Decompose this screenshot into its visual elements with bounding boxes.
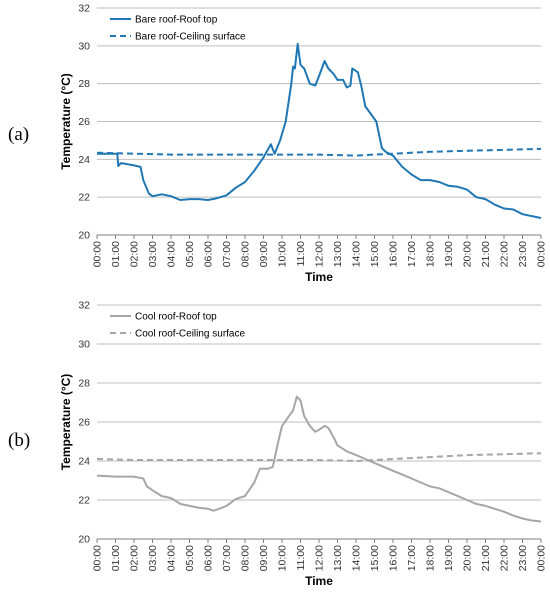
x-tick-label: 21:00: [480, 241, 492, 267]
x-tick-label: 18:00: [425, 241, 437, 267]
x-tick-label: 18:00: [425, 545, 437, 571]
x-tick-label: 04:00: [166, 545, 178, 571]
x-tick-label: 01:00: [110, 545, 122, 571]
x-tick-label: 21:00: [480, 545, 492, 571]
y-axis-title: Temperature (°C): [59, 374, 73, 471]
y-tick-label: 24: [78, 154, 90, 166]
x-axis-title: Time: [305, 574, 333, 588]
x-tick-label: 13:00: [332, 545, 344, 571]
y-tick-label: 20: [78, 230, 90, 242]
x-tick-label: 02:00: [129, 241, 141, 267]
chart-panel-a: (a) 20 22 24 26 28 30 32 00:00 01:00 02:00 03:00 04:…: [8, 3, 548, 285]
x-tick-label: 20:00: [462, 241, 474, 267]
x-tick-label: 17:00: [406, 545, 418, 571]
x-tick-label: 05:00: [184, 241, 196, 267]
x-tick-label: 22:00: [499, 545, 511, 571]
y-tick-label: 30: [78, 40, 90, 52]
x-tick-label: 20:00: [462, 545, 474, 571]
y-tick-label: 26: [78, 116, 90, 128]
x-tick-label: 12:00: [314, 241, 326, 267]
x-tick-label: 00:00: [92, 545, 104, 571]
x-tick-label: 12:00: [314, 545, 326, 571]
x-tick-label: 19:00: [443, 241, 455, 267]
x-tick-label: 11:00: [295, 545, 307, 571]
x-tick-label: 06:00: [203, 241, 215, 267]
x-tick-label: 10:00: [277, 241, 289, 267]
legend-label: Bare roof-Ceiling surface: [135, 32, 246, 43]
x-tick-label: 02:00: [129, 545, 141, 571]
x-tick-label: 07:00: [221, 241, 233, 267]
panel-label: (b): [8, 430, 30, 451]
series-line-2: [96, 147, 542, 157]
x-tick-label: 16:00: [388, 545, 400, 571]
x-tick-label: 15:00: [369, 545, 381, 571]
x-tick-label: 13:00: [332, 241, 344, 267]
x-tick-label: 05:00: [184, 545, 196, 571]
y-tick-label: 20: [78, 534, 90, 546]
x-tick-label: 11:00: [295, 241, 307, 267]
y-tick-label: 30: [78, 339, 90, 351]
x-tick-label: 23:00: [517, 241, 529, 267]
x-tick-label: 16:00: [388, 241, 400, 267]
x-tick-label: 10:00: [277, 545, 289, 571]
x-tick-label: 00:00: [536, 241, 548, 267]
x-tick-label: 17:00: [406, 241, 418, 267]
legend-label: Bare roof-Roof top: [135, 15, 218, 26]
panel-label: (a): [8, 124, 29, 145]
x-tick-label: 00:00: [92, 241, 104, 267]
x-tick-label: 01:00: [110, 241, 122, 267]
x-tick-label: 09:00: [258, 241, 270, 267]
x-tick-label: 14:00: [351, 241, 363, 267]
x-tick-label: 23:00: [517, 545, 529, 571]
chart-panel-b: (b) 20 22 24 26 28 30 32 00:00 01:00 02:00 03:00 04:…: [8, 300, 548, 589]
y-tick-label: 32: [78, 300, 90, 312]
x-tick-label: 03:00: [147, 545, 159, 571]
x-tick-label: 15:00: [369, 241, 381, 267]
x-tick-label: 22:00: [499, 241, 511, 267]
x-tick-label: 06:00: [203, 545, 215, 571]
y-tick-label: 24: [78, 456, 90, 468]
y-tick-label: 28: [78, 78, 90, 90]
x-tick-label: 08:00: [240, 241, 252, 267]
y-tick-label: 28: [78, 378, 90, 390]
series-line-1: [97, 42, 542, 219]
legend-label: Cool roof-Roof top: [135, 312, 217, 323]
x-tick-label: 14:00: [351, 545, 363, 571]
x-tick-label: 19:00: [443, 545, 455, 571]
x-tick-label: 03:00: [147, 241, 159, 267]
y-tick-label: 32: [78, 3, 90, 15]
x-axis-title: Time: [305, 270, 333, 284]
y-tick-label: 26: [78, 417, 90, 429]
x-tick-label: 09:00: [258, 545, 270, 571]
y-tick-label: 22: [78, 495, 90, 507]
series-line-2: [96, 452, 542, 462]
x-tick-label: 08:00: [240, 545, 252, 571]
y-tick-label: 22: [78, 192, 90, 204]
series-line-1: [96, 395, 542, 523]
x-tick-label: 00:00: [536, 545, 548, 571]
y-axis-title: Temperature (°C): [59, 73, 73, 170]
x-tick-label: 04:00: [166, 241, 178, 267]
legend-label: Cool roof-Ceiling surface: [135, 329, 245, 340]
x-tick-label: 07:00: [221, 545, 233, 571]
